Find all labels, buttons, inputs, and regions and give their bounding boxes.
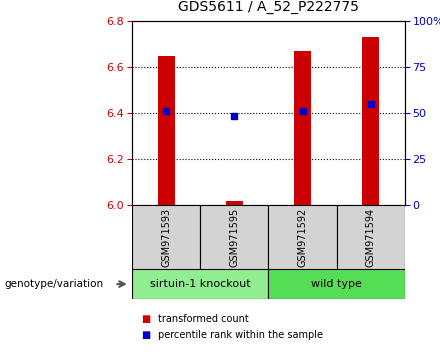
- Text: genotype/variation: genotype/variation: [4, 279, 103, 289]
- Text: GSM971592: GSM971592: [297, 207, 308, 267]
- Text: GSM971593: GSM971593: [161, 207, 171, 267]
- Bar: [268, 269, 405, 299]
- Text: sirtuin-1 knockout: sirtuin-1 knockout: [150, 279, 250, 289]
- Bar: [226, 201, 243, 205]
- Text: GSM971595: GSM971595: [229, 207, 239, 267]
- Bar: [132, 269, 268, 299]
- Text: GSM971594: GSM971594: [366, 207, 376, 267]
- Text: GDS5611 / A_52_P222775: GDS5611 / A_52_P222775: [178, 0, 359, 14]
- Text: ■: ■: [141, 314, 150, 324]
- Bar: [362, 37, 379, 205]
- Bar: [158, 56, 175, 205]
- Bar: [337, 205, 405, 269]
- Text: percentile rank within the sample: percentile rank within the sample: [158, 330, 323, 339]
- Text: wild type: wild type: [311, 279, 362, 289]
- Bar: [200, 205, 268, 269]
- Bar: [132, 205, 200, 269]
- Bar: [294, 51, 311, 205]
- Text: ■: ■: [141, 330, 150, 339]
- Bar: [268, 205, 337, 269]
- Text: transformed count: transformed count: [158, 314, 249, 324]
